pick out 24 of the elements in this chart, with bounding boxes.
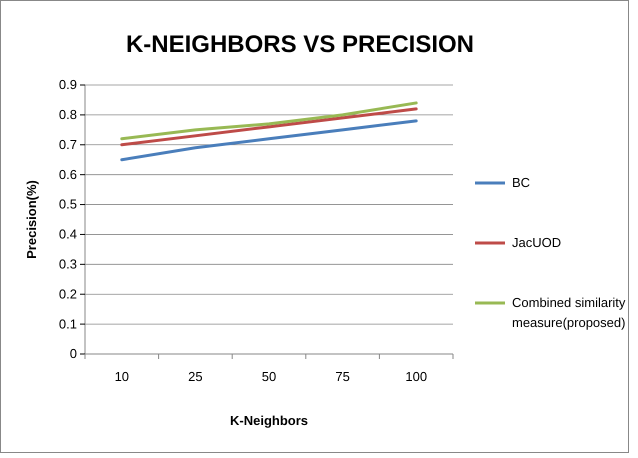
x-tick-label: 100	[405, 369, 428, 384]
y-tick-label: 0.5	[58, 196, 77, 212]
x-axis-title: K-Neighbors	[230, 413, 308, 428]
y-tick-label: 0.3	[58, 256, 77, 272]
x-tick-label: 25	[188, 369, 203, 384]
y-tick-label: 0	[70, 346, 77, 362]
legend-label: BC	[512, 175, 530, 190]
y-tick-label: 0.6	[58, 166, 77, 182]
x-tick-label: 75	[335, 369, 350, 384]
y-tick-label: 0.9	[58, 77, 77, 92]
y-tick-label: 0.7	[58, 136, 77, 152]
line-series	[120, 101, 418, 140]
legend-label: Combined similarity measure(proposed)	[512, 295, 626, 330]
x-tick-label: 10	[114, 369, 130, 384]
x-tick-label: 50	[262, 369, 276, 384]
line-series	[120, 119, 418, 162]
line-series	[120, 107, 418, 146]
y-tick-label: 0.1	[58, 316, 77, 332]
y-tick-label: 0.4	[58, 226, 77, 242]
y-tick-label: 0.2	[58, 286, 77, 302]
y-tick-label: 0.8	[58, 107, 77, 122]
legend-label: JacUOD	[512, 235, 562, 250]
chart-title: K-NEIGHBORS VS PRECISION	[126, 31, 474, 58]
y-axis-title: Precision(%)	[24, 180, 39, 259]
